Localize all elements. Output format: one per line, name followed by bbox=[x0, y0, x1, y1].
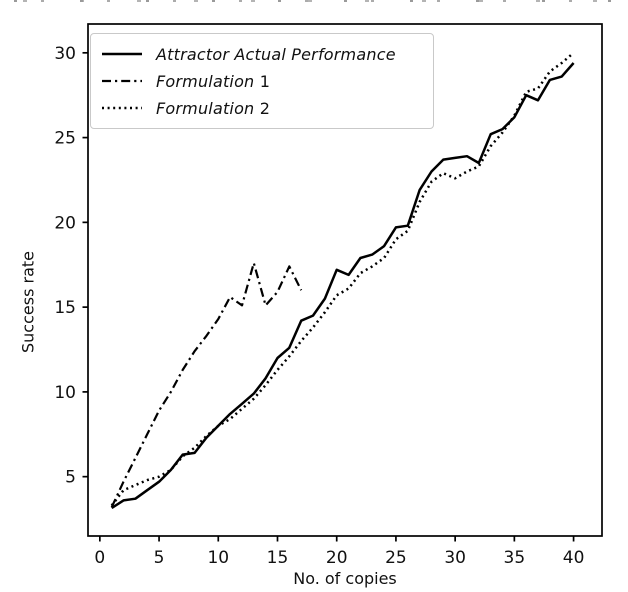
plot-series-group bbox=[110, 51, 575, 510]
x-tick-label: 10 bbox=[207, 548, 229, 568]
solid-line-sample-icon bbox=[102, 52, 142, 56]
legend-item-formulation-1: Formulation 1 bbox=[101, 68, 423, 94]
series-formulation-1 bbox=[110, 261, 303, 508]
x-tick-label: 20 bbox=[326, 548, 348, 568]
x-tick-label: 15 bbox=[267, 548, 289, 568]
legend-item-attractor-actual-performance: Attractor Actual Performance bbox=[101, 41, 423, 67]
series-formulation-2 bbox=[110, 51, 575, 507]
x-axis-label: No. of copies bbox=[293, 569, 397, 588]
legend-label: Attractor Actual Performance bbox=[156, 44, 396, 64]
legend-item-formulation-2: Formulation 2 bbox=[101, 95, 423, 121]
y-axis-label: Success rate bbox=[18, 251, 38, 353]
dotted-line-sample-icon bbox=[102, 106, 142, 110]
x-tick-label: 25 bbox=[385, 548, 407, 568]
x-tick-label: 35 bbox=[504, 548, 526, 568]
x-tick-label: 30 bbox=[444, 548, 466, 568]
legend-label: Formulation 2 bbox=[156, 98, 271, 118]
x-tick-label: 5 bbox=[154, 548, 165, 568]
clipped-text-artifact bbox=[0, 0, 628, 2]
series-attractor-actual-performance bbox=[111, 62, 575, 510]
plot-frame bbox=[87, 23, 603, 537]
legend: Attractor Actual Performance Formulation … bbox=[90, 33, 434, 129]
x-tick-label: 40 bbox=[563, 548, 585, 568]
dashdot-line-sample-icon bbox=[102, 79, 142, 83]
legend-label: Formulation 1 bbox=[156, 71, 271, 91]
y-tick-label: 5 bbox=[65, 468, 76, 488]
y-tick-label: 15 bbox=[54, 298, 76, 318]
y-tick-label: 30 bbox=[54, 44, 76, 64]
y-tick-label: 25 bbox=[54, 129, 76, 149]
y-tick-label: 10 bbox=[54, 383, 76, 403]
y-tick-label: 20 bbox=[54, 213, 76, 233]
x-tick-label: 0 bbox=[94, 548, 105, 568]
